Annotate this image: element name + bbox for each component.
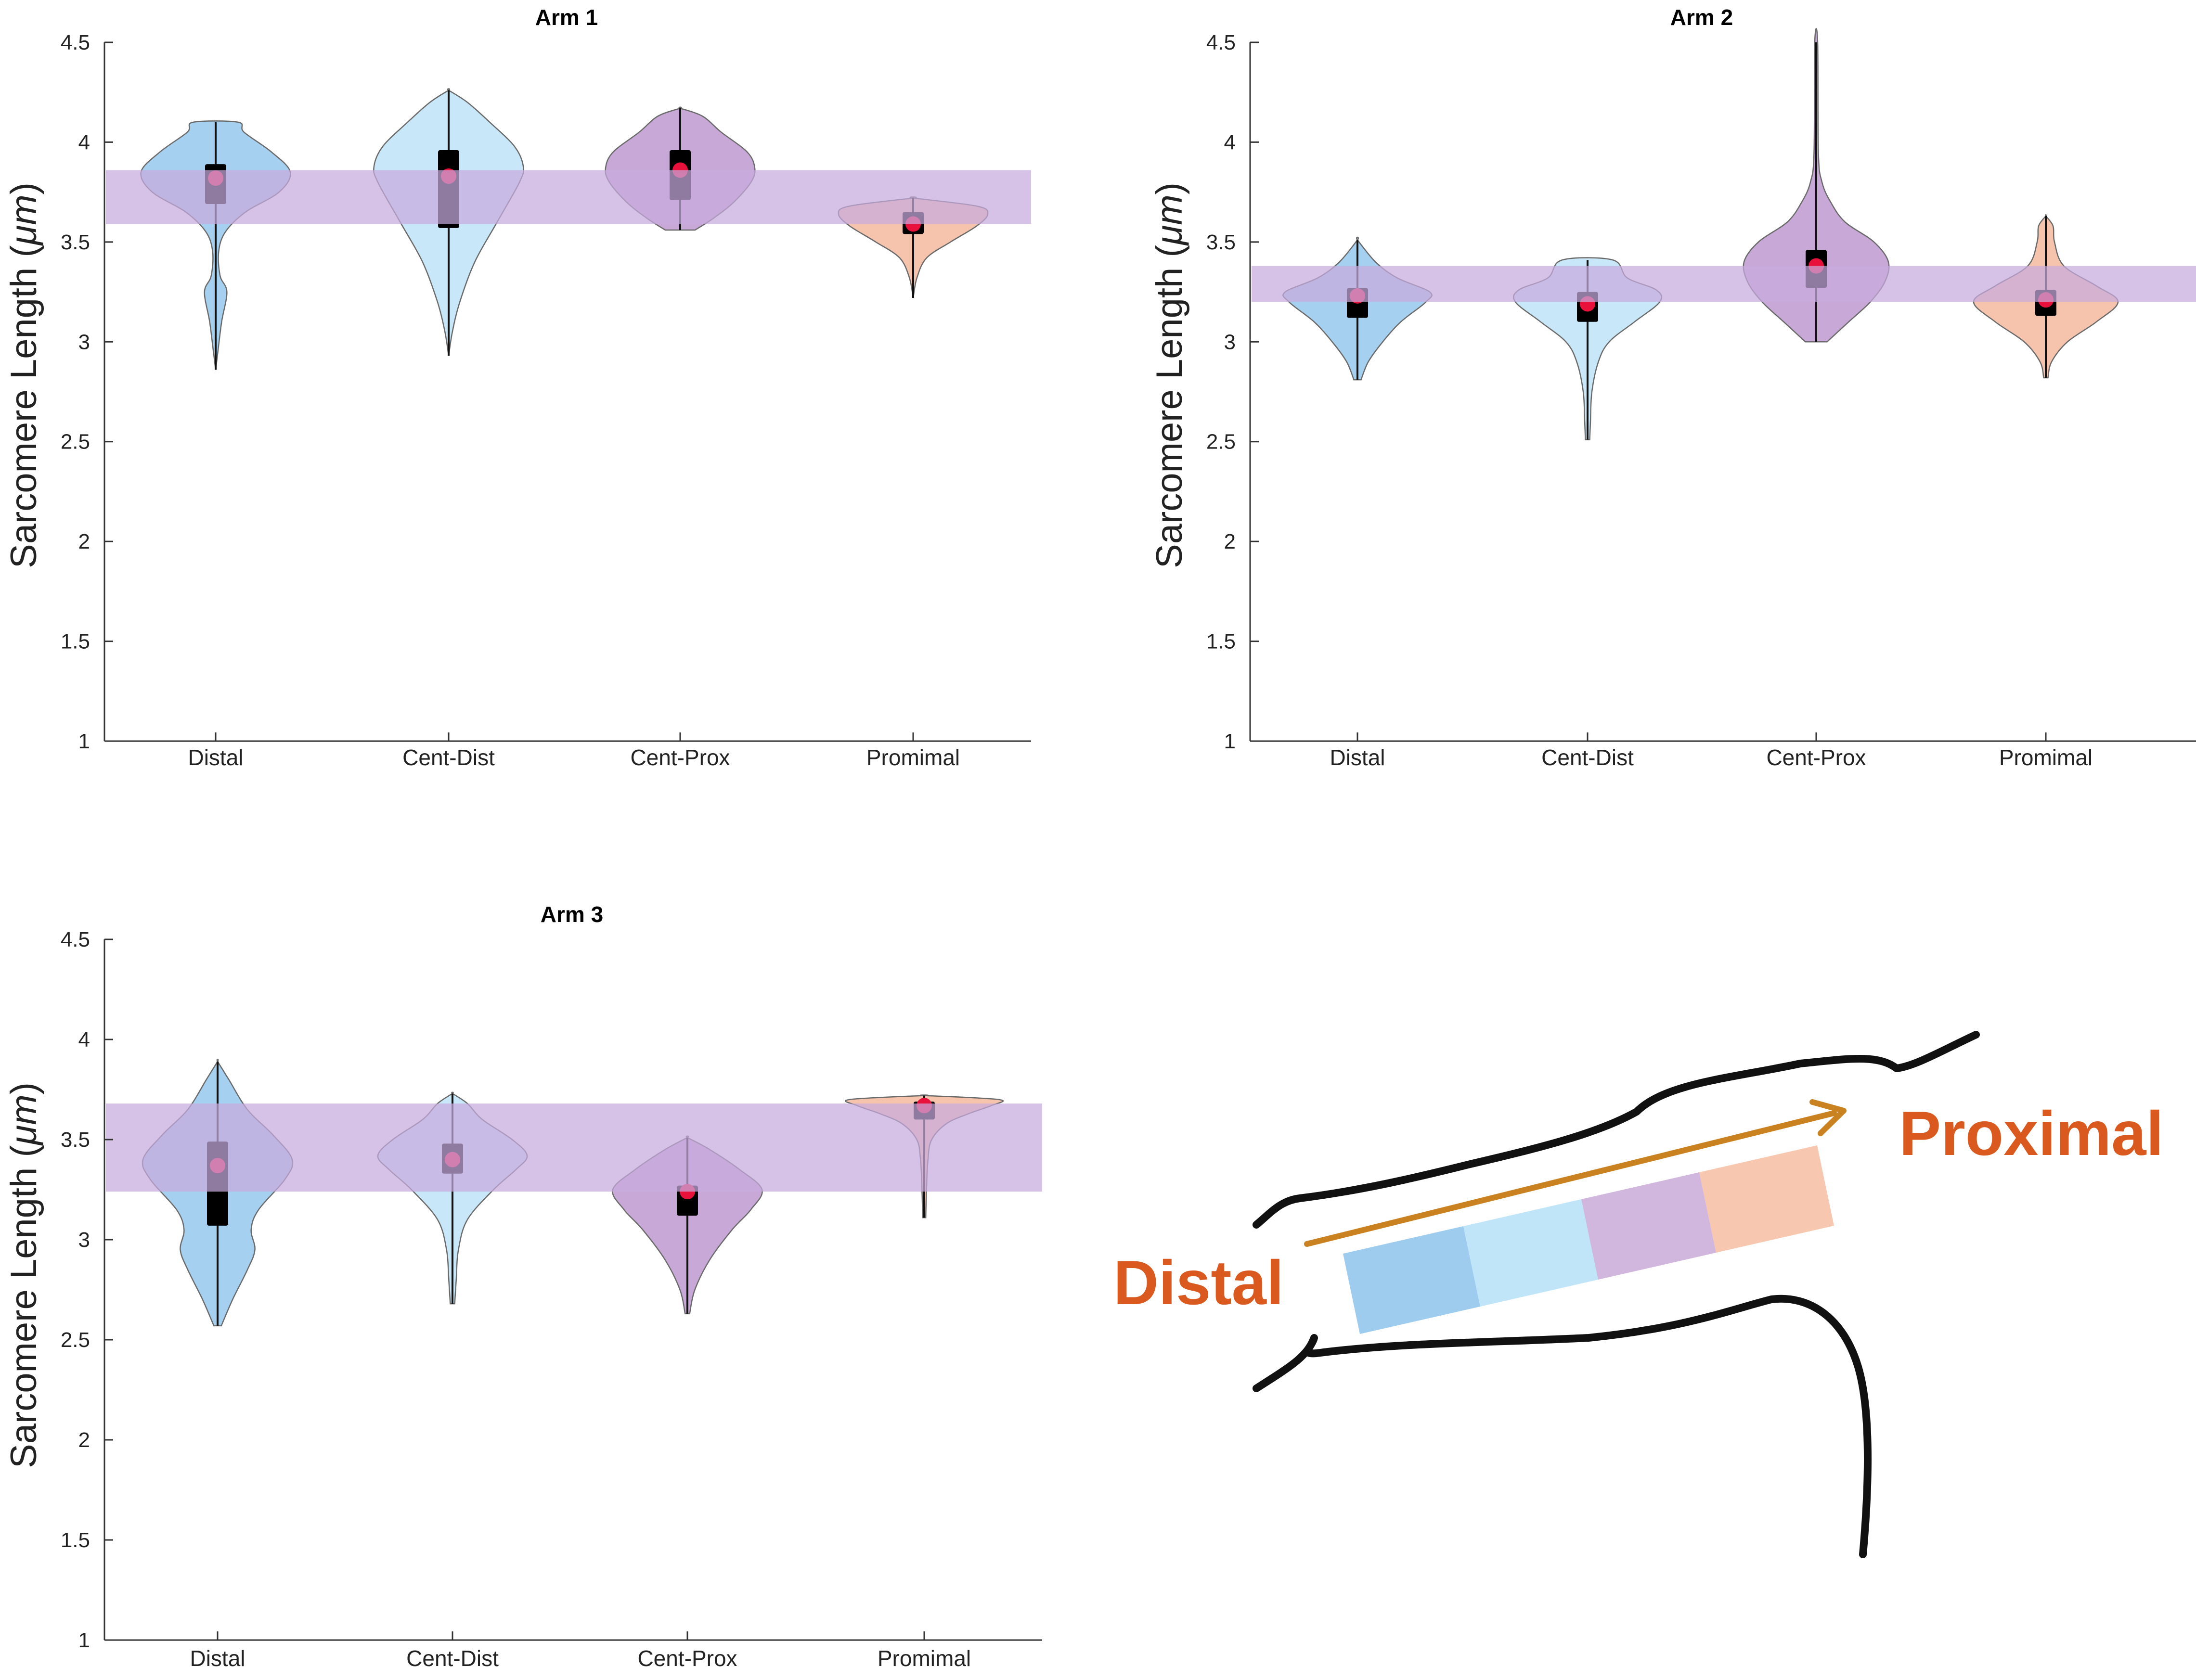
violin-distal bbox=[1282, 236, 1433, 381]
x-tick-label: Cent-Dist bbox=[402, 745, 495, 770]
panel-arm-2: Arm 2 1 1.5 2 2.5 3 3.5 4 4.5 Distal Cent-Dist Cen… bbox=[1149, 5, 2196, 770]
y-axis-label-text: Sarcomere Length ( bbox=[3, 1145, 44, 1468]
y-tick-label: 1 bbox=[78, 730, 90, 753]
x-tick-label: Promimal bbox=[866, 745, 960, 770]
y-tick-label: 4 bbox=[78, 130, 90, 154]
y-tick-label: 3 bbox=[78, 330, 90, 354]
panel-arm-3: Arm 3 1 1.5 2 2.5 3 3.5 4 4.5 Distal Cent-Dist Cen… bbox=[3, 902, 1042, 1671]
x-tick-label: Distal bbox=[190, 1646, 245, 1671]
chart-title: Arm 1 bbox=[535, 5, 598, 30]
y-tick-label: 1 bbox=[78, 1629, 90, 1652]
x-tick-label: Cent-Dist bbox=[1541, 745, 1634, 770]
y-tick-label: 1 bbox=[1224, 730, 1236, 753]
region-cent-dist-swatch bbox=[1463, 1199, 1598, 1307]
y-axis-label-text: Sarcomere Length ( bbox=[1149, 245, 1190, 568]
y-axis-label-unit: μm bbox=[3, 1094, 44, 1146]
arm-diagram: Distal Proximal bbox=[1113, 1031, 2164, 1558]
x-tick-label: Promimal bbox=[878, 1646, 971, 1671]
y-tick-label: 4 bbox=[78, 1028, 90, 1052]
y-axis-label: Sarcomere Length (μm) bbox=[1149, 182, 1190, 568]
x-tick-label: Cent-Dist bbox=[406, 1646, 499, 1671]
y-tick-label: 3.5 bbox=[61, 231, 90, 254]
region-cent-prox-swatch bbox=[1581, 1172, 1716, 1280]
proximal-label: Proximal bbox=[1899, 1098, 2163, 1168]
y-axis-label-close: ) bbox=[3, 182, 44, 194]
y-tick-label: 1.5 bbox=[61, 1528, 90, 1552]
y-tick-label: 2 bbox=[78, 530, 90, 553]
reference-band bbox=[106, 1103, 1042, 1192]
y-tick-label: 3.5 bbox=[61, 1128, 90, 1152]
reference-band bbox=[1252, 266, 2196, 302]
y-tick-label: 4 bbox=[1224, 130, 1236, 154]
x-tick-label: Distal bbox=[188, 745, 243, 770]
y-tick-label: 3 bbox=[1224, 330, 1236, 354]
y-tick-label: 2.5 bbox=[61, 1328, 90, 1352]
y-tick-label: 3.5 bbox=[1206, 231, 1236, 254]
x-tick-label: Promimal bbox=[1999, 745, 2093, 770]
panel-arm-1: Arm 1 1 1.5 2 2.5 3 3.5 4 4.5 Distal Cent-Dist Cen… bbox=[3, 5, 1031, 770]
y-axis-label: Sarcomere Length (μm) bbox=[3, 1082, 44, 1468]
violin-distal bbox=[140, 120, 291, 370]
direction-arrow-head bbox=[1809, 1099, 1847, 1136]
x-tick-label: Cent-Prox bbox=[1766, 745, 1866, 770]
y-tick-label: 1.5 bbox=[1206, 630, 1236, 654]
y-axis-label-close: ) bbox=[1149, 182, 1190, 194]
y-axis-label: Sarcomere Length (μm) bbox=[3, 182, 44, 568]
x-tick-label: Distal bbox=[1330, 745, 1385, 770]
y-tick-label: 4.5 bbox=[61, 928, 90, 951]
region-proximal-swatch bbox=[1699, 1145, 1834, 1253]
y-tick-label: 1.5 bbox=[61, 630, 90, 654]
y-tick-label: 4.5 bbox=[61, 31, 90, 54]
y-tick-label: 2.5 bbox=[61, 430, 90, 454]
y-tick-label: 2 bbox=[78, 1428, 90, 1452]
y-axis-label-text: Sarcomere Length ( bbox=[3, 245, 44, 568]
arm-outline-upper bbox=[1253, 1031, 1980, 1229]
y-axis-label-unit: μm bbox=[3, 194, 44, 246]
violin-distal bbox=[142, 1058, 294, 1327]
y-axis-label-unit: μm bbox=[1149, 194, 1190, 246]
direction-arrow-shaft bbox=[1304, 1110, 1837, 1247]
chart-title: Arm 3 bbox=[541, 902, 603, 927]
region-distal-swatch bbox=[1343, 1226, 1480, 1334]
y-tick-label: 4.5 bbox=[1206, 31, 1236, 54]
y-axis-label-close: ) bbox=[3, 1082, 44, 1094]
x-tick-label: Cent-Prox bbox=[637, 1646, 737, 1671]
reference-band bbox=[106, 170, 1031, 224]
arm-outline-lower bbox=[1253, 1295, 1872, 1558]
y-tick-label: 3 bbox=[78, 1228, 90, 1252]
distal-label: Distal bbox=[1113, 1247, 1284, 1318]
y-tick-label: 2.5 bbox=[1206, 430, 1236, 454]
chart-title: Arm 2 bbox=[1670, 5, 1733, 30]
y-tick-label: 2 bbox=[1224, 530, 1236, 553]
x-tick-label: Cent-Prox bbox=[630, 745, 730, 770]
